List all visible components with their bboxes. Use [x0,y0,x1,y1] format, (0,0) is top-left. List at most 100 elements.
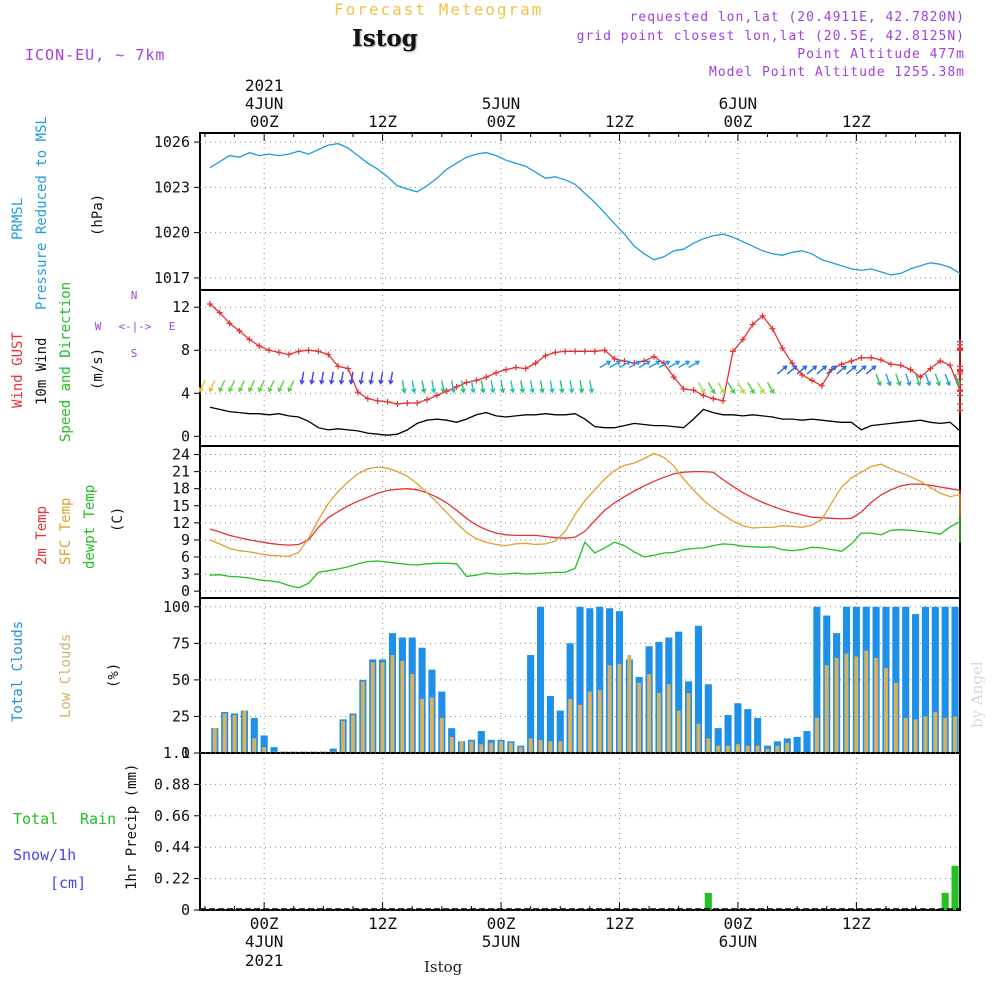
wind-dir-arrow-43 [629,360,641,369]
gust-point-12 [325,351,332,358]
wind-dir-arrowhead-72 [916,381,922,387]
clouds-total-bar-12 [329,748,337,753]
wind-y-tick-label-0: 0 [181,427,190,445]
wind-dir-arrowhead-69 [886,381,892,387]
bottom-date-tick-4: 6JUN [719,932,758,951]
wind-dir-arrow-26 [460,380,465,393]
wind-dir-arrowhead-55 [749,388,755,395]
gust-point-22 [424,396,431,403]
wind-dir-arrowhead-63 [831,365,837,371]
wind-dir-arrow-53 [727,382,735,394]
gust-point-60 [799,371,806,378]
wind-dir-arrowhead-21 [411,388,417,394]
gust-point-34 [542,352,549,359]
top-date-tick-0: 4JUN [245,94,284,113]
gust-point-16 [364,395,371,402]
clouds-low-bar-62 [824,665,829,753]
clouds-y-tick-label-4: 100 [163,598,190,616]
wind-dir-arrow-45 [648,360,660,369]
wind-dir-arrow-42 [619,360,631,369]
wind-dir-arrow-5 [248,380,255,392]
precip-rain-bar-50 [704,892,712,910]
gust-point-32 [522,365,529,372]
gust-point-49 [690,387,697,394]
gust-point-40 [601,347,608,354]
temperature-dewpt-series-line [209,516,961,589]
temperature-panel-frame [199,445,961,599]
clouds-low-bar-38 [587,691,592,753]
clouds-total-bar-6 [270,747,278,753]
temperature-y-tick-label-8: 24 [172,446,190,464]
clouds-low-bar-3 [242,710,247,753]
pressure-prmsl-series-line [209,142,961,276]
wind-dir-arrowhead-1 [208,387,214,393]
clouds-y-tick-label-1: 25 [172,707,190,725]
bottom-time-tick-0: 00Z [250,914,279,933]
wind-dir-arrow-61 [806,365,817,375]
clouds-low-bar-54 [745,745,750,753]
gust-point-55 [749,321,756,328]
clouds-low-bar-19 [400,660,405,753]
wind-dir-arrow-0 [199,380,206,392]
clouds-total-bar-34 [546,695,554,753]
gust-point-31 [512,364,519,371]
pressure-y-tick-label-2: 1023 [154,178,190,196]
clouds-low-bar-75 [953,716,958,753]
wind-dir-arrow-56 [757,382,765,394]
wind-dir-arrow-74 [934,373,941,386]
clouds-y-tick-label-2: 50 [172,671,190,689]
top-date-tick-4: 6JUN [719,94,758,113]
wind-dir-arrow-50 [697,382,706,394]
pressure-y-tick-label-3: 1026 [154,133,190,151]
clouds-y-tick-label-3: 75 [172,634,190,652]
gust-point-0 [206,300,213,307]
clouds-low-bar-74 [943,717,948,753]
clouds-total-bar-36 [566,643,574,753]
gust-point-51 [710,395,717,402]
wind-dir-arrowhead-61 [812,365,818,371]
wind-dir-arrow-11 [310,371,315,384]
compass-south: S [131,347,138,360]
precip-y-tick-label-5: 1.1 [163,744,190,762]
wind-dir-arrow-63 [826,365,837,375]
gust-point-29 [493,369,500,376]
gust-point-9 [295,348,302,355]
clouds-total-bar-75 [951,606,959,753]
wind-dir-arrow-27 [470,380,475,393]
precip-rain-bar-75 [951,865,959,910]
gust-point-68 [878,356,885,363]
precip-y-tick-label-3: 0.66 [154,807,190,825]
gust-point-45 [651,353,658,360]
clouds-low-bar-40 [607,665,612,753]
clouds-total-bar-74 [941,606,949,753]
gust-point-62 [818,382,825,389]
gust-point-8 [285,351,292,358]
wind-dir-arrow-65 [846,365,857,375]
wind-dir-arrowhead-65 [851,365,857,371]
temperature-y-tick-label-6: 18 [172,480,190,498]
gust-point-41 [611,355,618,362]
wind-dir-arrow-3 [228,380,236,392]
clouds-low-bar-51 [716,745,721,753]
wind-dir-arrowhead-33 [529,388,535,394]
gust-point-69 [887,361,894,368]
wind-dir-arrowhead-76 [955,381,961,387]
wind-y-tick-label-1: 4 [181,384,190,402]
clouds-total-bar-53 [734,703,742,753]
wind-dir-arrow-54 [737,382,745,394]
wind-dir-arrow-2 [218,380,226,392]
wind-dir-arrow-4 [238,380,246,392]
bottom-date-tick-2: 5JUN [482,932,521,951]
clouds-low-bar-27 [479,744,484,753]
temperature-temp2m-series-line [209,470,961,546]
pressure-y-tick-label-1: 1020 [154,224,190,242]
clouds-y-tick-label-0: 0 [181,744,190,762]
clouds-total-bar-72 [921,606,930,753]
wind-dir-arrow-34 [539,380,544,393]
wind-dir-arrowhead-3 [228,387,234,393]
wind-dir-arrow-60 [796,365,807,375]
clouds-low-bar-52 [726,745,731,753]
precip-panel-frame [199,752,961,911]
wind-dir-arrow-51 [707,382,715,394]
pressure-y-tick-label-0: 1017 [154,269,190,287]
